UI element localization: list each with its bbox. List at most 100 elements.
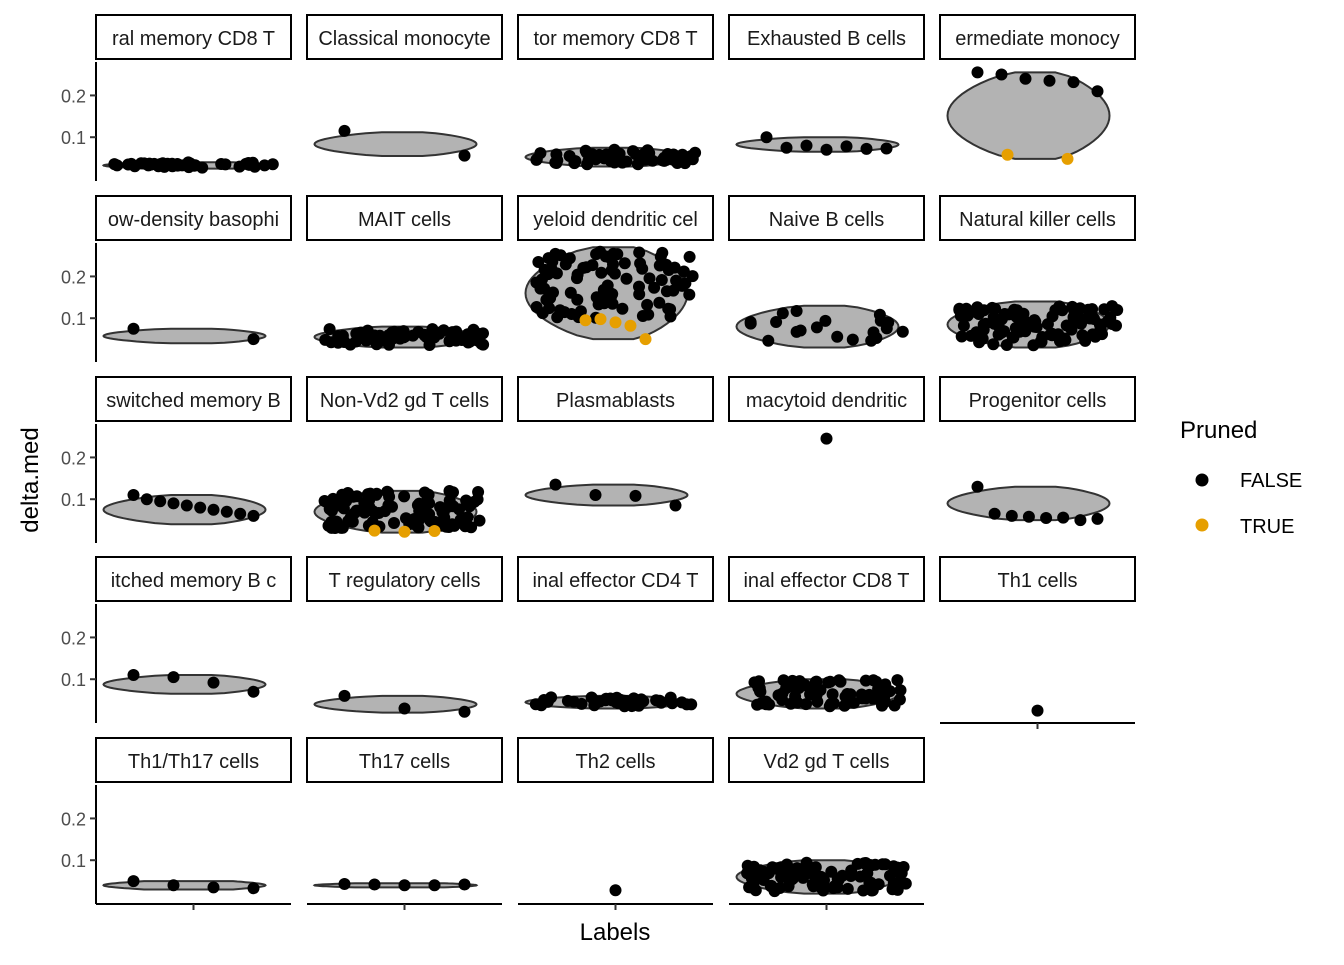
violin-shape bbox=[946, 71, 1111, 160]
data-point bbox=[590, 248, 603, 261]
data-point bbox=[563, 252, 576, 265]
data-point bbox=[127, 322, 140, 335]
strip-box bbox=[728, 737, 925, 783]
panel-6: MAIT cells bbox=[306, 195, 503, 351]
data-point bbox=[1067, 76, 1080, 89]
strip-label: tor memory CD8 T bbox=[533, 28, 697, 50]
data-point bbox=[207, 881, 220, 894]
data-point bbox=[127, 875, 140, 888]
strip-box bbox=[728, 195, 925, 241]
data-point bbox=[660, 258, 673, 271]
y-tick-label: 0.2 bbox=[61, 628, 86, 648]
strip-box bbox=[306, 556, 503, 602]
panel-14: Progenitor cells bbox=[939, 376, 1136, 527]
data-point bbox=[446, 326, 459, 339]
data-point bbox=[323, 323, 336, 336]
data-point bbox=[965, 329, 977, 342]
strip-box bbox=[728, 376, 925, 422]
panel-18: inal effector CD8 T bbox=[728, 556, 925, 713]
strip-box bbox=[517, 737, 714, 783]
data-point bbox=[891, 674, 904, 687]
pruned-point bbox=[579, 314, 592, 327]
data-point bbox=[669, 499, 682, 512]
strip-box bbox=[95, 556, 292, 602]
strip-box bbox=[939, 195, 1136, 241]
data-point bbox=[1086, 303, 1099, 316]
data-point bbox=[420, 507, 433, 520]
data-point bbox=[638, 148, 651, 161]
data-point bbox=[571, 272, 583, 285]
data-point bbox=[1022, 510, 1035, 523]
data-point bbox=[189, 159, 202, 172]
data-point bbox=[831, 330, 844, 343]
data-point bbox=[443, 335, 456, 348]
data-point bbox=[679, 277, 692, 290]
strip-label: inal effector CD8 T bbox=[743, 570, 909, 592]
strip-box bbox=[517, 14, 714, 60]
pruned-point bbox=[624, 319, 637, 332]
data-point bbox=[243, 158, 256, 171]
panel-15: itched memory B c 0.1 0.2 bbox=[61, 556, 292, 723]
data-point bbox=[894, 867, 907, 880]
data-point bbox=[797, 678, 810, 691]
data-point bbox=[863, 688, 876, 701]
data-point bbox=[754, 685, 767, 698]
data-point bbox=[770, 316, 783, 328]
data-point bbox=[207, 503, 220, 516]
panel-22: Th2 cells bbox=[517, 737, 714, 910]
data-point bbox=[127, 489, 140, 501]
strip-label: switched memory B bbox=[106, 390, 281, 412]
data-point bbox=[142, 159, 155, 172]
data-point bbox=[588, 151, 600, 164]
data-point bbox=[857, 884, 870, 897]
data-point bbox=[1086, 328, 1099, 341]
data-point bbox=[745, 881, 758, 894]
data-point bbox=[400, 512, 412, 525]
data-point bbox=[475, 337, 488, 350]
data-point bbox=[955, 330, 968, 343]
data-point bbox=[973, 336, 986, 349]
strip-box bbox=[517, 376, 714, 422]
data-point bbox=[378, 505, 391, 518]
pruned-point bbox=[368, 524, 381, 537]
panel-4: ermediate monocy bbox=[939, 14, 1136, 165]
data-point bbox=[896, 325, 909, 338]
strip-label: Non-Vd2 gd T cells bbox=[320, 390, 489, 412]
strip-box bbox=[95, 14, 292, 60]
strip-label: inal effector CD4 T bbox=[532, 570, 698, 592]
strip-label: Plasmablasts bbox=[556, 390, 675, 412]
panel-0: ral memory CD8 T 0.1 0.2 bbox=[61, 14, 292, 181]
data-point bbox=[884, 869, 896, 882]
panel-8: Naive B cells bbox=[728, 195, 925, 349]
data-point bbox=[666, 697, 679, 710]
data-point bbox=[978, 304, 990, 317]
panel-1: Classical monocyte bbox=[306, 14, 503, 162]
data-point bbox=[381, 485, 394, 498]
data-point bbox=[845, 864, 858, 877]
data-point bbox=[608, 156, 621, 169]
data-point bbox=[458, 705, 471, 718]
legend-key-false bbox=[1195, 473, 1209, 487]
data-point bbox=[800, 139, 813, 152]
strip-box bbox=[95, 195, 292, 241]
data-point bbox=[820, 143, 833, 156]
data-point bbox=[331, 499, 344, 512]
data-point bbox=[879, 696, 891, 708]
data-point bbox=[472, 486, 485, 498]
strip-label: Th1 cells bbox=[997, 570, 1077, 592]
data-point bbox=[247, 333, 260, 346]
data-point bbox=[180, 499, 193, 512]
data-point bbox=[108, 158, 121, 171]
strip-box bbox=[728, 556, 925, 602]
data-point bbox=[627, 692, 640, 705]
data-point bbox=[633, 246, 646, 259]
data-point bbox=[643, 272, 656, 285]
data-point bbox=[762, 334, 775, 347]
data-point bbox=[551, 154, 564, 167]
violin-shape bbox=[102, 327, 267, 345]
data-point bbox=[894, 684, 907, 697]
data-point bbox=[683, 250, 696, 263]
data-point bbox=[604, 287, 617, 300]
data-point bbox=[660, 285, 673, 298]
data-point bbox=[529, 698, 542, 711]
